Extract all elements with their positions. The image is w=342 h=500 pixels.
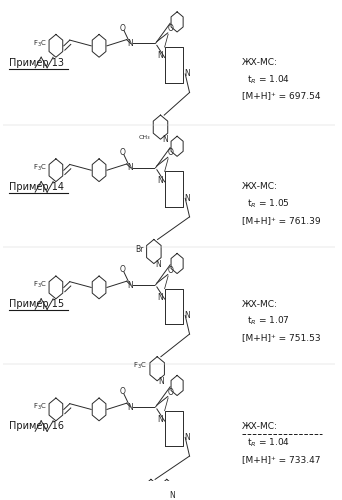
- Text: Пример 13: Пример 13: [10, 58, 64, 68]
- Text: N: N: [162, 135, 168, 144]
- Text: O: O: [168, 24, 174, 33]
- Text: ЖХ-МС:: ЖХ-МС:: [242, 58, 278, 67]
- Text: O: O: [119, 387, 125, 396]
- Text: N: N: [158, 415, 163, 424]
- Text: CH₃: CH₃: [139, 135, 150, 140]
- Text: t$_R$ = 1.07: t$_R$ = 1.07: [247, 314, 290, 327]
- Text: O: O: [119, 148, 125, 157]
- Text: N: N: [158, 176, 163, 185]
- Text: Br: Br: [135, 244, 144, 254]
- Text: O: O: [119, 24, 125, 32]
- Text: F$_3$C: F$_3$C: [32, 38, 46, 48]
- Text: ЖХ-МС:: ЖХ-МС:: [242, 422, 278, 430]
- Text: F$_3$C: F$_3$C: [32, 162, 46, 173]
- Text: [M+H]⁺ = 751.53: [M+H]⁺ = 751.53: [242, 333, 320, 342]
- Text: O: O: [119, 265, 125, 274]
- Text: Пример 15: Пример 15: [10, 299, 65, 309]
- Text: [M+H]⁺ = 733.47: [M+H]⁺ = 733.47: [242, 455, 320, 464]
- Text: O: O: [168, 388, 174, 396]
- Text: ЖХ-МС:: ЖХ-МС:: [242, 300, 278, 308]
- Text: O: O: [168, 148, 174, 158]
- Text: Пример 16: Пример 16: [10, 421, 64, 431]
- Text: t$_R$ = 1.04: t$_R$ = 1.04: [247, 436, 290, 449]
- Text: O: O: [168, 266, 174, 274]
- Text: F$_3$C: F$_3$C: [32, 402, 46, 412]
- Text: N: N: [158, 293, 163, 302]
- Text: N: N: [184, 311, 190, 320]
- Text: N: N: [158, 52, 163, 60]
- Text: t$_R$ = 1.05: t$_R$ = 1.05: [247, 198, 290, 210]
- Text: [M+H]⁺ = 761.39: [M+H]⁺ = 761.39: [242, 216, 320, 225]
- Text: N: N: [184, 70, 190, 78]
- Text: F$_3$C: F$_3$C: [32, 280, 46, 290]
- Text: Пример 14: Пример 14: [10, 182, 64, 192]
- Text: F$_3$C: F$_3$C: [133, 362, 147, 372]
- Text: N: N: [128, 402, 133, 411]
- Text: N: N: [128, 164, 133, 172]
- Text: [M+H]⁺ = 697.54: [M+H]⁺ = 697.54: [242, 92, 320, 100]
- Text: N: N: [169, 491, 175, 500]
- Text: N: N: [158, 377, 164, 386]
- Text: N: N: [128, 39, 133, 48]
- Text: t$_R$ = 1.04: t$_R$ = 1.04: [247, 73, 290, 86]
- Text: N: N: [184, 433, 190, 442]
- Text: ЖХ-МС:: ЖХ-МС:: [242, 182, 278, 192]
- Text: N: N: [155, 260, 161, 268]
- Text: N: N: [128, 280, 133, 289]
- Text: N: N: [184, 194, 190, 203]
